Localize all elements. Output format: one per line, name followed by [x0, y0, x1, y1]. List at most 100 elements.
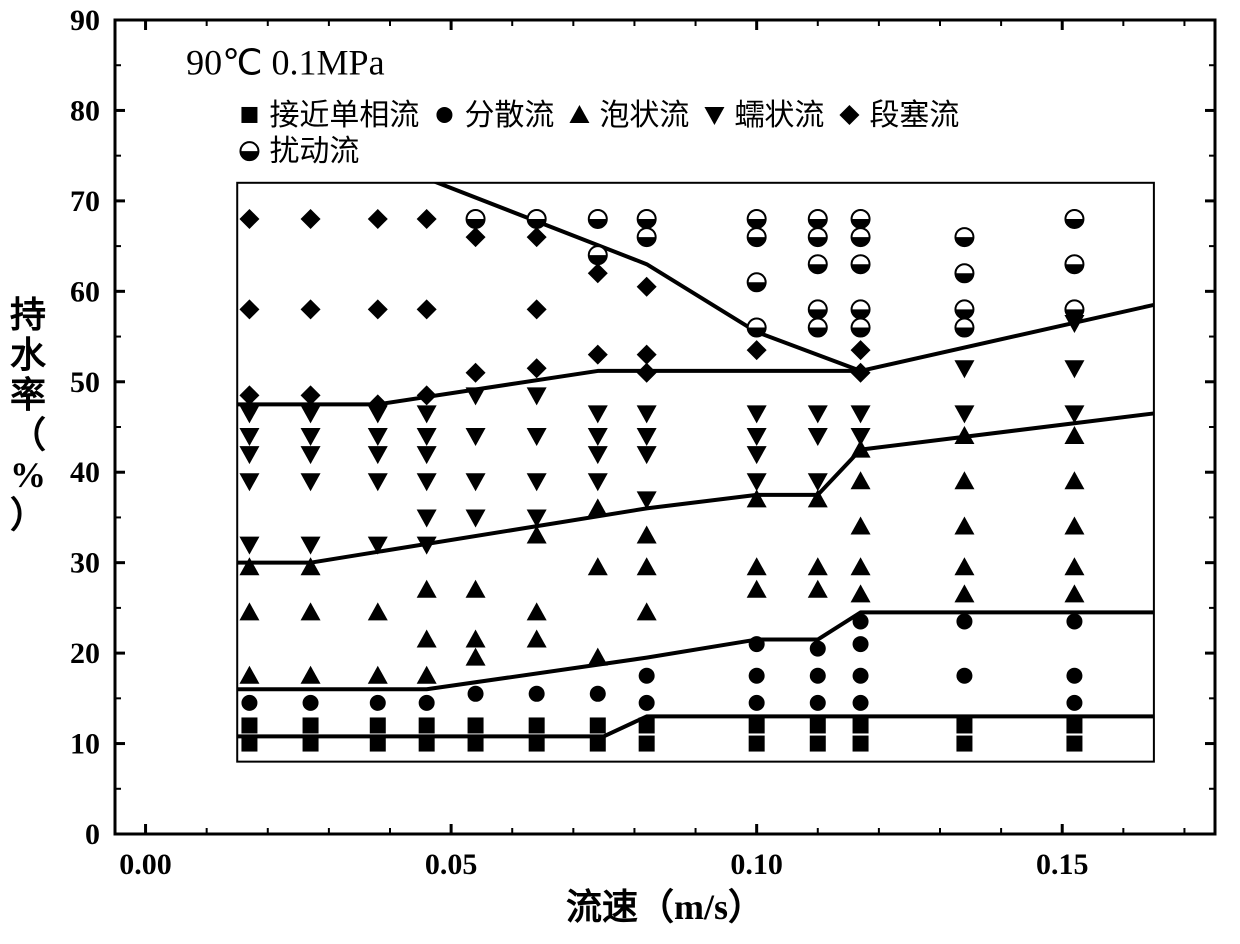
marker-tri-up	[1064, 557, 1084, 575]
marker-tri-up	[954, 516, 974, 534]
marker-square	[639, 717, 655, 733]
marker-square	[956, 717, 972, 733]
marker-circle-half	[748, 319, 766, 337]
plot-area	[237, 174, 1154, 752]
marker-tri-down	[637, 405, 657, 423]
marker-circle-half	[528, 210, 546, 228]
marker-diamond	[747, 340, 767, 360]
marker-circle	[468, 686, 484, 702]
marker-circle-half	[589, 210, 607, 228]
marker-tri-up	[417, 630, 437, 648]
marker-square	[419, 717, 435, 733]
marker-tri-down	[301, 537, 321, 555]
marker-circle	[639, 668, 655, 684]
marker-tri-up	[1064, 471, 1084, 489]
marker-tri-up	[851, 557, 871, 575]
marker-circle-half	[955, 228, 973, 246]
marker-tri-down	[808, 428, 828, 446]
marker-tri-down	[301, 473, 321, 491]
svg-text:）: ）	[10, 495, 46, 535]
marker-tri-down	[239, 405, 259, 423]
marker-diamond	[527, 227, 547, 247]
marker-tri-up	[637, 526, 657, 544]
marker-circle	[853, 695, 869, 711]
svg-text:（: （	[10, 415, 46, 455]
marker-tri-up	[368, 666, 388, 684]
marker-tri-down	[466, 387, 486, 405]
marker-circle-half	[589, 246, 607, 264]
marker-tri-down	[239, 537, 259, 555]
marker-tri-up	[417, 580, 437, 598]
marker-circle	[853, 636, 869, 652]
y-axis-label: 持水率（%）	[10, 295, 47, 535]
marker-circle-half	[852, 210, 870, 228]
svg-text:持: 持	[10, 295, 46, 335]
marker-circle-half	[809, 228, 827, 246]
marker-circle	[1066, 695, 1082, 711]
marker-tri-down	[466, 473, 486, 491]
marker-circle	[370, 695, 386, 711]
marker-square	[639, 736, 655, 752]
marker-circle	[956, 668, 972, 684]
legend-label: 接近单相流	[269, 99, 419, 132]
marker-circle-half	[638, 228, 656, 246]
legend-label: 分散流	[464, 99, 554, 132]
marker-tri-up	[747, 557, 767, 575]
marker-diamond	[588, 263, 608, 283]
marker-tri-down	[588, 405, 608, 423]
marker-tri-down	[747, 446, 767, 464]
marker-tri-down	[851, 428, 871, 446]
marker-square	[810, 717, 826, 733]
legend-label: 扰动流	[269, 135, 359, 168]
marker-diamond	[368, 209, 388, 229]
marker-circle	[529, 686, 545, 702]
marker-square	[303, 717, 319, 733]
marker-circle-half	[748, 210, 766, 228]
marker-circle	[810, 668, 826, 684]
marker-square	[241, 717, 257, 733]
marker-tri-down	[851, 405, 871, 423]
marker-square	[749, 717, 765, 733]
marker-tri-down	[747, 428, 767, 446]
marker-tri-up	[808, 580, 828, 598]
svg-text:水: 水	[10, 335, 47, 375]
marker-tri-up	[851, 516, 871, 534]
boundary-line	[237, 305, 1154, 404]
legend-label: 泡状流	[599, 99, 689, 132]
marker-tri-down	[368, 446, 388, 464]
marker-tri-down	[747, 473, 767, 491]
marker-tri-down	[954, 360, 974, 378]
marker-tri-up	[1064, 516, 1084, 534]
marker-square	[529, 736, 545, 752]
x-tick-label: 0.00	[119, 848, 172, 881]
x-axis-label: 流速（m/s）	[566, 887, 764, 927]
marker-tri-down	[954, 405, 974, 423]
marker-square	[590, 717, 606, 733]
marker-tri-up	[466, 580, 486, 598]
marker-circle	[956, 613, 972, 629]
marker-square	[590, 736, 606, 752]
marker-square	[1066, 717, 1082, 733]
marker-diamond	[301, 209, 321, 229]
marker-tri-down	[301, 446, 321, 464]
condition-annotation: 90℃ 0.1MPa	[186, 42, 384, 82]
marker-circle-half	[809, 255, 827, 273]
marker-tri-up	[301, 666, 321, 684]
marker-tri-up	[747, 580, 767, 598]
marker-tri-up	[301, 602, 321, 620]
marker-circle-half	[1065, 300, 1083, 318]
y-tick-label: 90	[70, 4, 100, 37]
marker-square	[810, 736, 826, 752]
svg-text:%: %	[10, 455, 46, 495]
marker-square	[468, 717, 484, 733]
marker-tri-down	[588, 428, 608, 446]
marker-circle	[810, 641, 826, 657]
marker-tri-down	[747, 405, 767, 423]
marker-tri-down	[417, 446, 437, 464]
marker-diamond	[527, 299, 547, 319]
marker-tri-down	[239, 473, 259, 491]
marker-circle-half	[852, 228, 870, 246]
legend-label: 蠕状流	[734, 99, 824, 132]
marker-tri-up	[417, 666, 437, 684]
y-tick-label: 60	[70, 275, 100, 308]
